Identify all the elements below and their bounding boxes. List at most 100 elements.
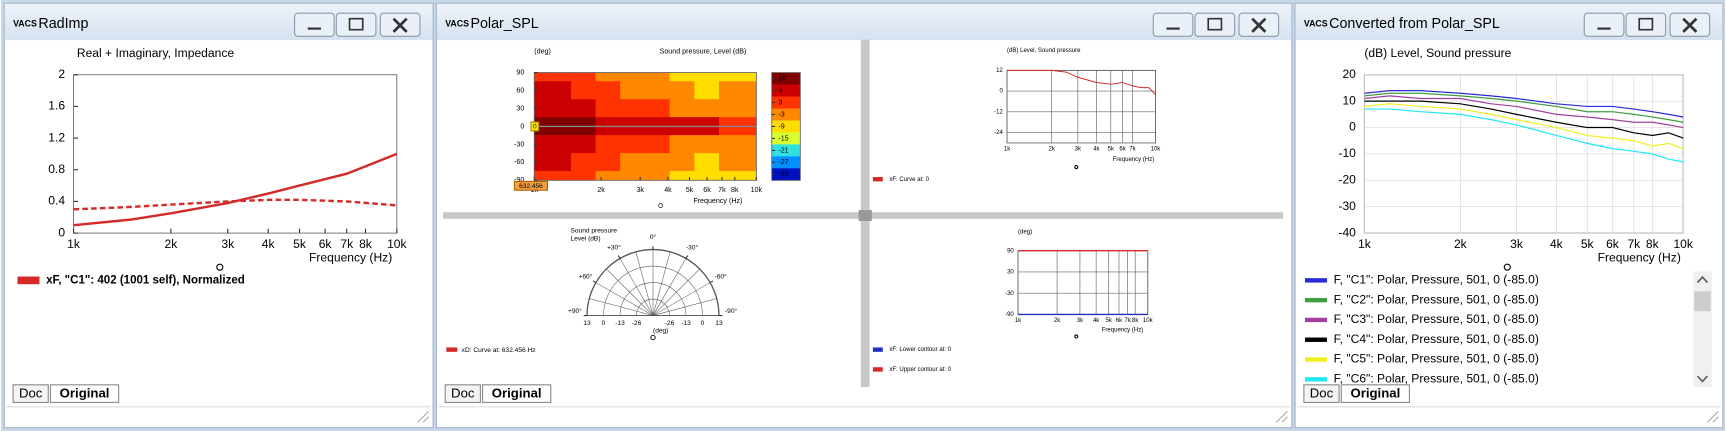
angle-label: -90° bbox=[725, 307, 738, 315]
tab-label[interactable]: Original bbox=[60, 386, 110, 401]
heatmap-cell bbox=[694, 135, 720, 154]
maximize-button[interactable] bbox=[335, 12, 377, 37]
maximize-button[interactable] bbox=[1194, 12, 1236, 37]
y-tick-label: 12 bbox=[996, 68, 1003, 74]
x-tick-label: 5k bbox=[1581, 237, 1595, 251]
heatmap-cell bbox=[719, 99, 757, 118]
heatmap-cell bbox=[570, 81, 597, 100]
chart-title: (dB) Level, Sound pressure bbox=[1364, 46, 1511, 60]
scroll-up-arrow[interactable] bbox=[1696, 275, 1708, 284]
heatmap-cell bbox=[546, 171, 572, 181]
app-logo: VACS bbox=[13, 19, 37, 29]
tab-label[interactable]: Doc bbox=[451, 386, 475, 401]
x-tick-label: 3k bbox=[1075, 146, 1082, 152]
polar-ring bbox=[603, 265, 703, 316]
close-icon bbox=[1251, 17, 1267, 33]
x-tick-label: 8k bbox=[731, 186, 739, 194]
legend-swatch bbox=[1304, 317, 1327, 323]
colorbar-label: -27 bbox=[778, 158, 788, 166]
colorbar-band bbox=[771, 84, 801, 97]
tab-label[interactable]: Original bbox=[1350, 386, 1400, 401]
x-tick-label: 10k bbox=[751, 186, 763, 194]
radial-label: 13 bbox=[715, 320, 723, 327]
tab-active[interactable] bbox=[1340, 384, 1410, 403]
colorbar-band bbox=[771, 156, 801, 169]
minimize-button[interactable] bbox=[1583, 12, 1625, 37]
angle-label: -30° bbox=[686, 244, 699, 252]
legend-label: xD: Curve at: 632.456 Hz bbox=[462, 347, 536, 354]
legend-swatch bbox=[872, 177, 883, 182]
minimize-button[interactable] bbox=[1152, 12, 1194, 37]
tab-label[interactable]: Original bbox=[492, 386, 542, 401]
heatmap-cell bbox=[669, 72, 695, 82]
x-tick-label: 7k bbox=[718, 186, 726, 194]
x-tick-label: 4k bbox=[664, 186, 672, 194]
scrollbar-track[interactable] bbox=[1693, 271, 1712, 388]
radial-label: 0 bbox=[701, 320, 705, 327]
cursor-handle bbox=[1074, 334, 1079, 339]
scrollbar-thumb[interactable] bbox=[1694, 291, 1711, 312]
x-tick-label: 8k bbox=[359, 237, 373, 251]
y-tick-label: 10 bbox=[1342, 93, 1356, 107]
tab[interactable] bbox=[1303, 384, 1340, 403]
x-tick-label: 3k bbox=[636, 186, 644, 194]
tab-active[interactable] bbox=[482, 384, 552, 403]
legend-swatch bbox=[1304, 337, 1327, 342]
maximize-button[interactable] bbox=[1625, 12, 1667, 37]
radial-label: -13 bbox=[681, 320, 691, 327]
heatmap-cell bbox=[620, 99, 646, 118]
heatmap-cell bbox=[546, 72, 572, 82]
x-tick-label: 10k bbox=[1673, 237, 1693, 251]
y-tick-label: 90 bbox=[516, 68, 524, 76]
colorbar-band bbox=[771, 72, 801, 85]
series-line bbox=[73, 198, 397, 211]
scroll-down-arrow[interactable] bbox=[1696, 375, 1708, 383]
tab[interactable] bbox=[12, 384, 49, 403]
colorbar-band bbox=[771, 120, 801, 133]
heatmap-cell bbox=[644, 99, 671, 118]
tab-label[interactable]: Doc bbox=[19, 386, 43, 401]
legend-label: F, "C5": Polar, Pressure, 501, 0 (-85.0) bbox=[1334, 352, 1539, 366]
colorbar-label: -9 bbox=[778, 122, 784, 130]
window-title: Converted from Polar_SPL bbox=[1329, 16, 1500, 32]
heatmap-cell bbox=[644, 81, 671, 100]
cursor-value: 632.456 bbox=[519, 183, 543, 190]
colorbar-label: -21 bbox=[778, 146, 788, 154]
heatmap-cell bbox=[719, 135, 757, 154]
chart-title: Real + Imaginary, Impedance bbox=[77, 46, 234, 60]
y-tick-label: -40 bbox=[1338, 225, 1356, 239]
resize-grip bbox=[417, 410, 430, 423]
tab-label[interactable]: Doc bbox=[1310, 386, 1334, 401]
angle-label: +30° bbox=[607, 244, 621, 252]
y-tick-label: 0.8 bbox=[48, 162, 65, 176]
angle-label: -60° bbox=[715, 272, 728, 280]
legend-swatch bbox=[1304, 278, 1327, 283]
polar-ring bbox=[586, 249, 720, 316]
legend-label: xF, "C1": 402 (1001 self), Normalized bbox=[46, 274, 245, 286]
heatmap-cell bbox=[533, 72, 547, 82]
x-tick-label: 10k bbox=[1143, 318, 1154, 324]
polar-ring bbox=[636, 298, 670, 316]
heatmap-cell bbox=[620, 171, 646, 181]
maximize-icon bbox=[1638, 17, 1654, 31]
x-axis-label: Frequency (Hz) bbox=[1102, 327, 1144, 333]
heatmap-cell bbox=[595, 135, 621, 154]
series-line bbox=[1007, 69, 1156, 95]
cursor-handle bbox=[650, 334, 656, 341]
x-axis-label: Frequency (Hz) bbox=[693, 197, 742, 205]
y-tick-label: 30 bbox=[1007, 270, 1014, 276]
minimize-button[interactable] bbox=[294, 12, 335, 37]
cursor-handle bbox=[1074, 165, 1079, 170]
tick-mark bbox=[709, 280, 714, 284]
tab-active[interactable] bbox=[49, 384, 120, 403]
radial-label: -26 bbox=[665, 320, 675, 327]
close-icon bbox=[1682, 17, 1698, 33]
tab[interactable] bbox=[444, 384, 481, 403]
y-tick-label: 20 bbox=[1342, 67, 1356, 81]
heatmap-cell bbox=[669, 153, 695, 172]
cursor-tag bbox=[530, 121, 540, 132]
y-tick-label: -10 bbox=[1338, 146, 1356, 160]
angle-label: +90° bbox=[568, 307, 582, 315]
heatmap-cell bbox=[719, 72, 757, 82]
